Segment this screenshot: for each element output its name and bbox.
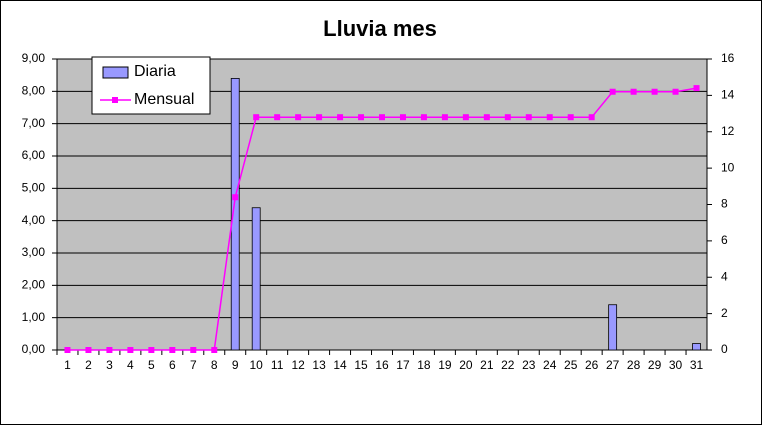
bar	[251, 207, 261, 351]
marker	[420, 114, 427, 121]
marker	[609, 88, 616, 95]
x-tick-label: 31	[690, 358, 704, 372]
bar	[230, 78, 240, 351]
x-tick-label: 1	[64, 358, 71, 372]
x-tick-label: 16	[375, 358, 389, 372]
x-tick-label: 6	[169, 358, 176, 372]
y2-tick-label: 14	[721, 88, 735, 102]
y-tick-label: 0,00	[22, 342, 46, 356]
marker	[169, 347, 176, 353]
y-tick-label: 5,00	[22, 181, 46, 195]
y-tick-label: 9,00	[22, 51, 46, 65]
x-tick-label: 14	[333, 358, 347, 372]
marker	[672, 88, 679, 95]
y-tick-label: 1,00	[22, 310, 46, 324]
y2-tick-label: 16	[721, 51, 735, 65]
marker	[651, 88, 658, 95]
marker	[399, 114, 406, 121]
x-tick-label: 7	[190, 358, 197, 372]
marker	[630, 88, 637, 95]
x-tick-label: 4	[127, 358, 134, 372]
x-tick-label: 13	[312, 358, 326, 372]
x-tick-label: 29	[648, 358, 662, 372]
x-tick-label: 12	[291, 358, 305, 372]
x-tick-label: 25	[564, 358, 578, 372]
x-tick-label: 15	[354, 358, 368, 372]
x-tick-label: 27	[606, 358, 620, 372]
x-tick-label: 8	[211, 358, 218, 372]
x-tick-label: 2	[85, 358, 92, 372]
y2-tick-label: 12	[721, 124, 735, 138]
x-tick-label: 26	[585, 358, 599, 372]
marker	[190, 347, 197, 353]
x-tick-label: 9	[232, 358, 239, 372]
marker	[211, 347, 218, 353]
marker	[483, 114, 490, 121]
legend-marker	[112, 97, 118, 103]
marker	[504, 114, 511, 121]
y-tick-label: 6,00	[22, 148, 46, 162]
x-tick-label: 3	[106, 358, 113, 372]
x-tick-label: 17	[396, 358, 410, 372]
marker	[462, 114, 469, 121]
x-tick-label: 22	[501, 358, 515, 372]
y2-tick-label: 6	[721, 233, 728, 247]
legend-label: Mensual	[134, 91, 194, 108]
marker	[85, 347, 92, 353]
x-tick-label: 24	[543, 358, 557, 372]
marker	[358, 114, 365, 121]
x-tick-label: 19	[438, 358, 452, 372]
marker	[295, 114, 302, 121]
y-tick-label: 2,00	[22, 278, 46, 292]
marker	[253, 114, 260, 121]
marker	[274, 114, 281, 121]
marker	[337, 114, 344, 121]
legend-swatch	[102, 66, 129, 79]
x-tick-label: 11	[271, 358, 284, 372]
x-tick-label: 21	[480, 358, 494, 372]
y-tick-label: 7,00	[22, 116, 46, 130]
chart-title: Lluvia mes	[323, 16, 437, 41]
marker	[379, 114, 385, 121]
marker	[64, 347, 71, 353]
marker	[441, 114, 448, 121]
marker	[232, 194, 239, 201]
y-tick-label: 3,00	[22, 245, 46, 259]
marker	[588, 114, 595, 121]
x-tick-label: 18	[417, 358, 431, 372]
y-tick-label: 8,00	[22, 84, 46, 98]
y2-tick-label: 10	[721, 160, 735, 174]
marker	[693, 85, 700, 92]
x-tick-label: 5	[148, 358, 155, 372]
marker	[316, 114, 323, 121]
bar	[692, 343, 701, 351]
y2-tick-label: 2	[721, 306, 728, 320]
marker	[567, 114, 574, 121]
y2-tick-label: 8	[721, 197, 728, 211]
marker	[106, 347, 113, 353]
x-tick-label: 20	[459, 358, 473, 372]
marker	[148, 347, 155, 353]
y-tick-label: 4,00	[22, 213, 46, 227]
x-tick-label: 28	[627, 358, 641, 372]
marker	[525, 114, 532, 121]
x-tick-label: 10	[250, 358, 264, 372]
legend-label: Diaria	[134, 63, 176, 80]
bar	[608, 304, 618, 351]
x-tick-label: 30	[669, 358, 683, 372]
y2-tick-label: 4	[721, 269, 728, 283]
x-tick-label: 23	[522, 358, 536, 372]
y2-tick-label: 0	[721, 342, 728, 356]
marker	[546, 114, 553, 121]
marker	[127, 347, 134, 353]
